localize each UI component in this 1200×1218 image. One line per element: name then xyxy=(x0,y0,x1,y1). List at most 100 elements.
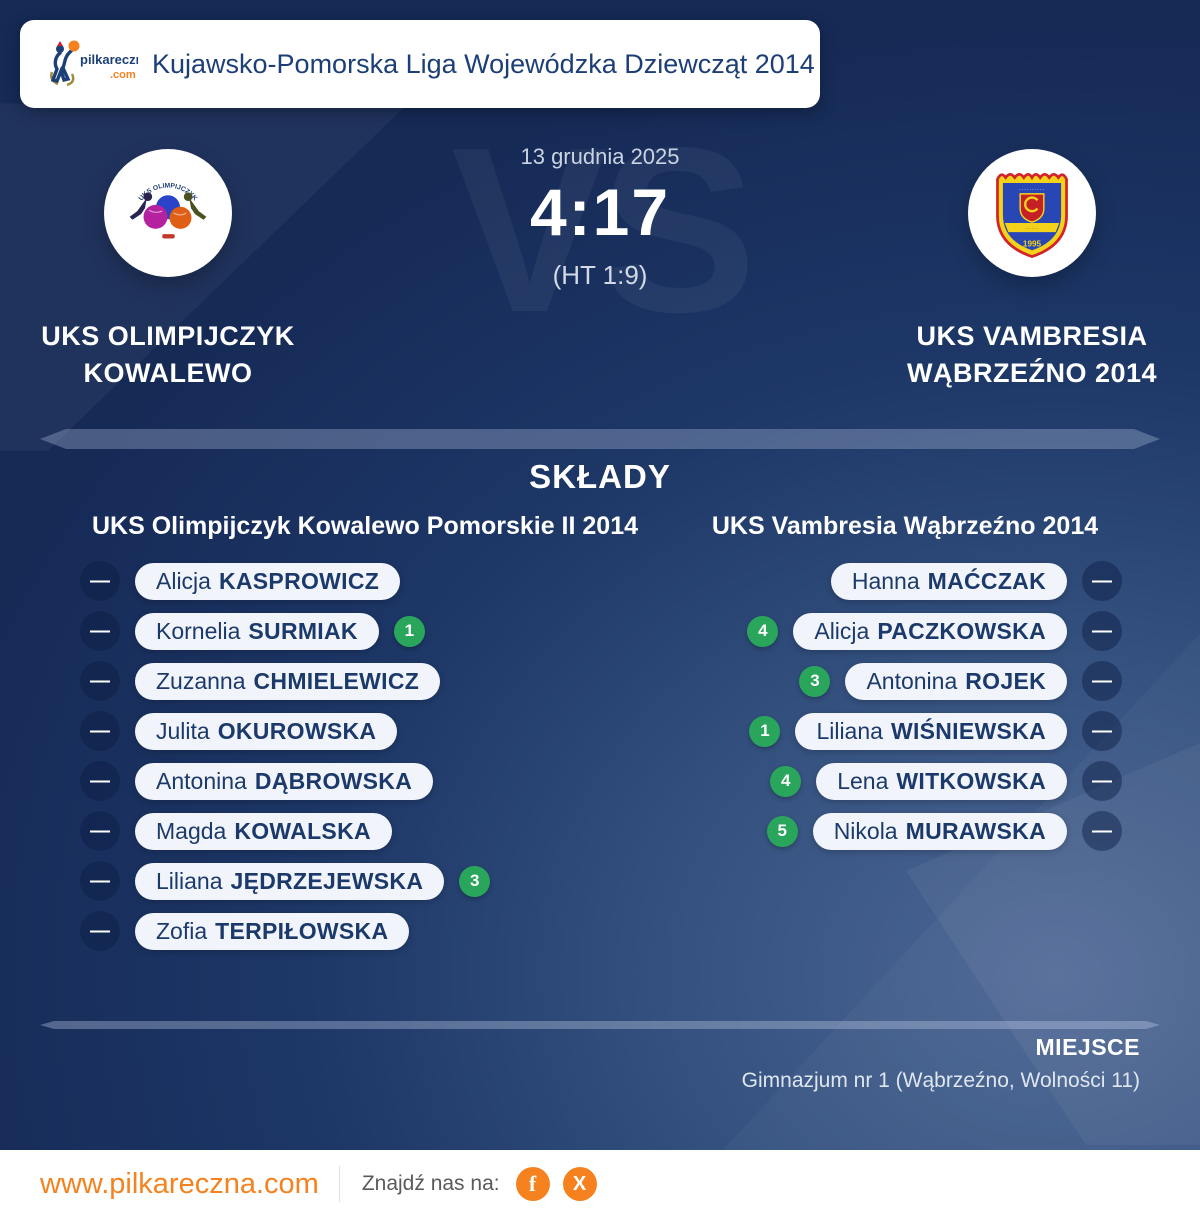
home-player-list: — Alicja KASPROWICZ — Kornelia SURMIAK 1… xyxy=(80,556,491,956)
goals-badge: 3 xyxy=(799,665,831,697)
svg-text:pilkareczna: pilkareczna xyxy=(80,52,138,67)
away-player-list: Hanna MAĆCZAK — 4 Alicja PACZKOWSKA — 3 … xyxy=(747,556,1122,856)
svg-text:··········: ·········· xyxy=(1019,187,1045,193)
dash-icon: — xyxy=(80,611,120,651)
dash-icon: — xyxy=(80,711,120,751)
player-first-name: Zuzanna xyxy=(156,667,246,694)
player-last-name: JĘDRZEJEWSKA xyxy=(230,867,424,894)
player-last-name: DĄBROWSKA xyxy=(254,767,413,794)
player-first-name: Liliana xyxy=(156,867,223,894)
player-last-name: MURAWSKA xyxy=(905,817,1046,844)
player-row: 3 Antonina ROJEK — xyxy=(747,656,1122,706)
player-first-name: Julita xyxy=(156,717,210,744)
player-row: — Zofia TERPIŁOWSKA xyxy=(80,906,490,956)
player-first-name: Alicja xyxy=(156,567,211,594)
lineups-heading: SKŁADY xyxy=(529,458,671,495)
home-team-name-line1: UKS OLIMPIJCZYK xyxy=(41,321,295,351)
home-team-name-line2: KOWALEWO xyxy=(83,358,253,388)
player-first-name: Magda xyxy=(156,817,227,844)
match-score: 4:17 xyxy=(529,175,671,249)
player-name-pill: Alicja KASPROWICZ xyxy=(135,562,401,600)
away-team-name: UKS VAMBRESIA WĄBRZEŹNO 2014 xyxy=(864,318,1200,392)
player-name-pill: Lena WITKOWSKA xyxy=(816,762,1067,800)
player-last-name: OKUROWSKA xyxy=(217,717,377,744)
player-last-name: SURMIAK xyxy=(248,617,358,644)
halftime-score: (HT 1:9) xyxy=(552,260,648,290)
home-lineup-header: UKS Olimpijczyk Kowalewo Pomorskie II 20… xyxy=(91,512,639,540)
player-last-name: PACZKOWSKA xyxy=(877,617,1046,644)
pilkareczna-logo-icon: pilkareczna .com xyxy=(50,40,138,87)
goals-badge: 5 xyxy=(766,815,798,847)
player-name-pill: Zofia TERPIŁOWSKA xyxy=(135,912,410,950)
player-first-name: Lena xyxy=(837,767,889,794)
player-last-name: TERPIŁOWSKA xyxy=(215,917,389,944)
venue-value: Gimnazjum nr 1 (Wąbrzeźno, Wolności 11) xyxy=(741,1069,1140,1092)
player-last-name: WIŚNIEWSKA xyxy=(890,717,1046,744)
player-row: 4 Alicja PACZKOWSKA — xyxy=(747,606,1122,656)
venue-label: MIEJSCE xyxy=(1035,1034,1140,1060)
player-name-pill: Alicja PACZKOWSKA xyxy=(793,612,1067,650)
player-name-pill: Magda KOWALSKA xyxy=(135,812,392,850)
player-first-name: Antonina xyxy=(866,667,958,694)
player-last-name: ROJEK xyxy=(965,667,1046,694)
player-row: 5 Nikola MURAWSKA — xyxy=(747,806,1122,856)
player-first-name: Antonina xyxy=(156,767,247,794)
dash-icon: — xyxy=(1082,711,1122,751)
player-first-name: Kornelia xyxy=(156,617,241,644)
player-name-pill: Hanna MAĆCZAK xyxy=(830,562,1067,600)
player-last-name: WITKOWSKA xyxy=(896,767,1046,794)
facebook-icon[interactable]: f xyxy=(515,1167,550,1201)
dash-icon: — xyxy=(80,861,120,901)
league-title: Kujawsko-Pomorska Liga Wojewódzka Dziewc… xyxy=(152,48,815,79)
away-team-name-line2: WĄBRZEŹNO 2014 xyxy=(906,358,1158,388)
player-first-name: Hanna xyxy=(851,567,920,594)
dash-icon: — xyxy=(1082,761,1122,801)
goals-badge: 4 xyxy=(747,615,779,647)
player-name-pill: Nikola MURAWSKA xyxy=(812,812,1067,850)
dash-icon: — xyxy=(80,661,120,701)
footer-divider xyxy=(338,1166,340,1202)
player-row: — Liliana JĘDRZEJEWSKA 3 xyxy=(80,856,491,906)
player-name-pill: Antonina ROJEK xyxy=(845,662,1067,700)
player-row: — Zuzanna CHMIELEWICZ xyxy=(80,656,490,706)
dash-icon: — xyxy=(1082,661,1122,701)
social-icons: f X xyxy=(515,1167,597,1201)
dash-icon: — xyxy=(1082,811,1122,851)
player-row: 4 Lena WITKOWSKA — xyxy=(747,756,1122,806)
player-name-pill: Liliana JĘDRZEJEWSKA xyxy=(135,862,445,900)
footer-bar: www.pilkareczna.com Znajdź nas na: f X xyxy=(0,1150,1200,1218)
player-last-name: KASPROWICZ xyxy=(218,567,380,594)
player-row: — Alicja KASPROWICZ xyxy=(80,556,490,606)
goals-badge: 4 xyxy=(770,765,802,797)
dash-icon: — xyxy=(1082,611,1122,651)
section-divider xyxy=(40,1021,1160,1029)
player-row: 1 Liliana WIŚNIEWSKA — xyxy=(747,706,1122,756)
away-team-name-line1: UKS VAMBRESIA xyxy=(916,321,1148,351)
player-last-name: CHMIELEWICZ xyxy=(253,667,420,694)
x-icon[interactable]: X xyxy=(562,1167,597,1201)
player-last-name: MAĆCZAK xyxy=(927,567,1046,594)
player-row: — Antonina DĄBROWSKA xyxy=(80,756,490,806)
home-team-logo: UKS OLIMPIJCZYK xyxy=(104,149,232,277)
player-row: — Julita OKUROWSKA xyxy=(80,706,490,756)
dash-icon: — xyxy=(80,761,120,801)
player-name-pill: Julita OKUROWSKA xyxy=(135,712,398,750)
goals-badge: 1 xyxy=(749,715,781,747)
away-lineup-header: UKS Vambresia Wąbrzeźno 2014 xyxy=(711,512,1099,540)
section-divider xyxy=(40,429,1160,449)
away-team-crest-image: ·········· ········ 1995 xyxy=(996,173,1068,259)
dash-icon: — xyxy=(1082,561,1122,601)
match-date: 13 grudnia 2025 xyxy=(520,144,680,169)
website-link[interactable]: www.pilkareczna.com xyxy=(40,1167,319,1200)
player-row: — Magda KOWALSKA xyxy=(80,806,490,856)
goals-badge: 1 xyxy=(393,615,425,647)
player-row: — Kornelia SURMIAK 1 xyxy=(80,606,490,656)
league-header-card: pilkareczna .com Kujawsko-Pomorska Liga … xyxy=(20,20,820,108)
venue-block: MIEJSCE Gimnazjum nr 1 (Wąbrzeźno, Wolno… xyxy=(742,1034,1140,1093)
dash-icon: — xyxy=(80,811,120,851)
svg-text:········: ········ xyxy=(1025,226,1040,231)
home-team-logo-image: UKS OLIMPIJCZYK xyxy=(129,183,207,239)
away-team-logo: ·········· ········ 1995 xyxy=(968,149,1096,277)
player-first-name: Liliana xyxy=(816,717,883,744)
home-team-name: UKS OLIMPIJCZYK KOWALEWO xyxy=(0,318,336,392)
